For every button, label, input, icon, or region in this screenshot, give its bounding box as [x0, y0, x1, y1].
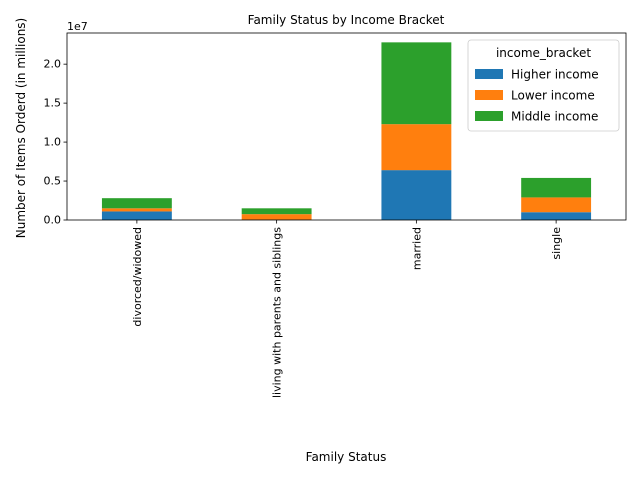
x-tick-label-2: married — [410, 227, 423, 270]
bar-3-series-0 — [521, 212, 592, 220]
bar-1-series-2 — [241, 208, 312, 215]
y-axis-label: Number of Items Orderd (in millions) — [14, 18, 28, 238]
chart-title: Family Status by Income Bracket — [248, 13, 445, 27]
y-tick-label-0: 0.0 — [44, 214, 62, 227]
bar-0-series-0 — [101, 211, 172, 220]
legend-box — [467, 39, 620, 132]
bar-1-series-1 — [241, 214, 312, 220]
y-offset-label: 1e7 — [67, 20, 88, 33]
x-tick-label-0: divorced/widowed — [131, 227, 144, 327]
legend-label-2: Middle income — [511, 110, 598, 124]
x-axis-label: Family Status — [306, 450, 387, 464]
legend-label-0: Higher income — [511, 68, 599, 82]
bar-2-series-0 — [381, 170, 452, 220]
bar-0-series-1 — [101, 208, 172, 212]
legend: income_bracket Higher income Lower income M… — [467, 39, 620, 132]
legend-title: income_bracket — [496, 46, 591, 60]
y-tick-label-4: 2.0 — [44, 58, 62, 71]
plot-frame — [66, 32, 627, 221]
y-tick-label-3: 1.5 — [44, 97, 62, 110]
x-tick-label-3: single — [550, 227, 563, 260]
legend-label-1: Lower income — [511, 89, 595, 103]
bar-2-series-2 — [381, 42, 452, 125]
y-tick-label-2: 1.0 — [44, 136, 62, 149]
bar-0-series-2 — [101, 198, 172, 209]
bar-3-series-2 — [521, 177, 592, 198]
axes-group: 0.0 0.5 1.0 1.5 2.0 divorced/widowed living wi… — [44, 32, 627, 398]
y-tick-label-1: 0.5 — [44, 175, 62, 188]
legend-swatch-1 — [475, 90, 503, 100]
x-tick-label-1: living with parents and siblings — [271, 227, 284, 398]
bar-3-series-1 — [521, 197, 592, 213]
bars-group — [101, 42, 592, 220]
legend-swatch-2 — [475, 111, 503, 121]
bar-2-series-1 — [381, 124, 452, 171]
legend-swatch-0 — [475, 69, 503, 79]
